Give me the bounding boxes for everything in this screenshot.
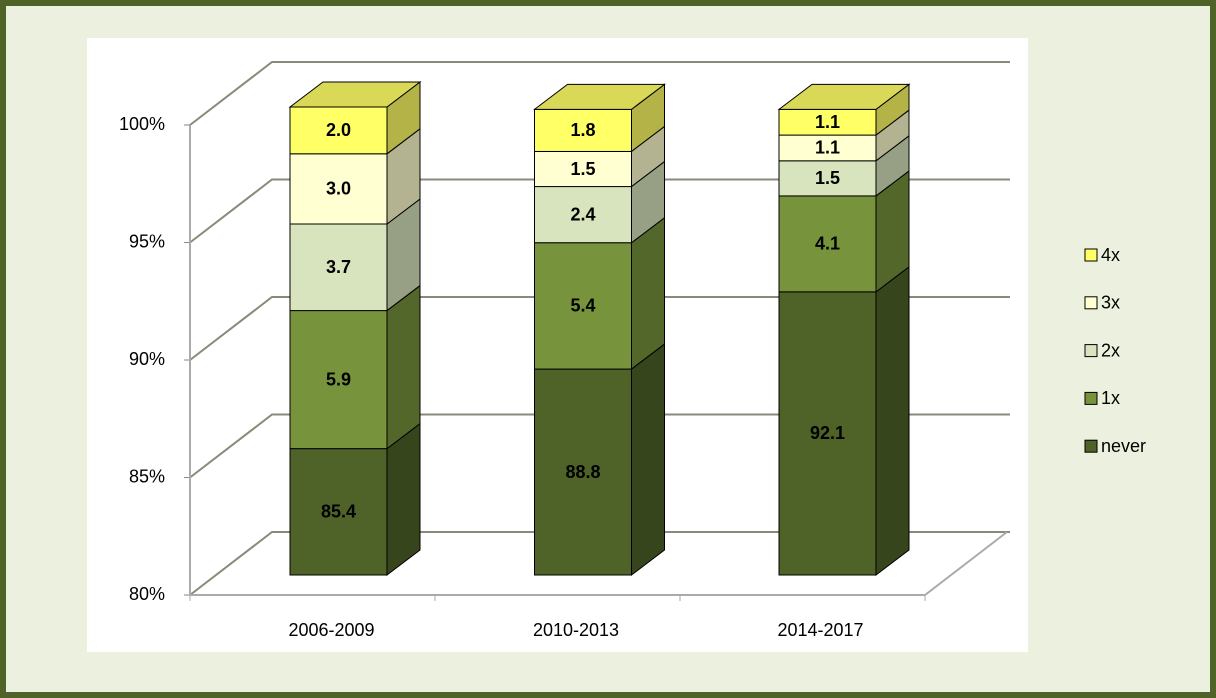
bar-side — [631, 216, 665, 371]
bar-segment — [534, 150, 632, 188]
grid-line — [189, 61, 1010, 126]
bar-side — [875, 265, 910, 577]
data-label: 2.0 — [326, 120, 351, 140]
grid-line — [189, 296, 1010, 361]
legend-label: 3x — [1101, 293, 1120, 313]
bar-side — [386, 422, 421, 577]
y-tick-label: 90% — [129, 349, 165, 369]
y-tick-label: 95% — [129, 231, 165, 251]
data-label: 5.4 — [570, 296, 595, 316]
y-tick-label: 85% — [129, 466, 165, 486]
grid-line — [189, 413, 1010, 479]
legend-swatch — [1084, 296, 1098, 310]
legend-swatch — [1084, 439, 1098, 453]
bar-segment — [778, 291, 877, 576]
data-label: 1.1 — [815, 112, 840, 132]
bar-side — [631, 343, 665, 577]
x-tick-label: 2010-2013 — [533, 620, 619, 640]
data-label: 92.1 — [810, 423, 845, 443]
data-label: 1.8 — [570, 120, 595, 140]
legend-label: 1x — [1101, 388, 1120, 408]
bar-segment — [289, 310, 388, 450]
legend-swatch — [1084, 391, 1098, 405]
y-tick-label: 100% — [119, 114, 165, 134]
bar-segment — [289, 448, 388, 576]
data-label: 2.4 — [570, 204, 595, 224]
data-label: 1.1 — [815, 138, 840, 158]
grid-line — [189, 531, 1010, 596]
legend-swatch — [1084, 248, 1098, 262]
legend-label: 4x — [1101, 245, 1120, 265]
bar-segment — [289, 223, 388, 312]
bar-top — [777, 83, 911, 110]
bar-segment — [534, 368, 632, 576]
bar-segment — [289, 153, 388, 225]
bar-side — [386, 284, 421, 450]
data-label: 5.9 — [326, 369, 351, 389]
legend-label: never — [1101, 436, 1146, 456]
data-label: 3.0 — [326, 179, 351, 199]
bar-top — [288, 81, 422, 108]
y-tick-label: 80% — [129, 584, 165, 604]
data-label: 88.8 — [565, 462, 600, 482]
bar-top — [533, 83, 666, 110]
data-label: 3.7 — [326, 257, 351, 277]
bar-segment — [534, 242, 632, 370]
data-label: 1.5 — [815, 168, 840, 188]
data-label: 1.5 — [570, 159, 595, 179]
bar-segment — [534, 108, 632, 152]
data-label: 4.1 — [815, 234, 840, 254]
bar-segment — [289, 106, 388, 155]
bar-segment — [778, 108, 877, 136]
data-label: 85.4 — [321, 502, 356, 522]
bar-segment — [778, 195, 877, 293]
grid-line — [189, 178, 1010, 244]
x-tick-label: 2006-2009 — [288, 620, 374, 640]
legend-swatch — [1084, 344, 1098, 358]
x-tick-label: 2014-2017 — [777, 620, 863, 640]
legend-label: 2x — [1101, 340, 1120, 360]
